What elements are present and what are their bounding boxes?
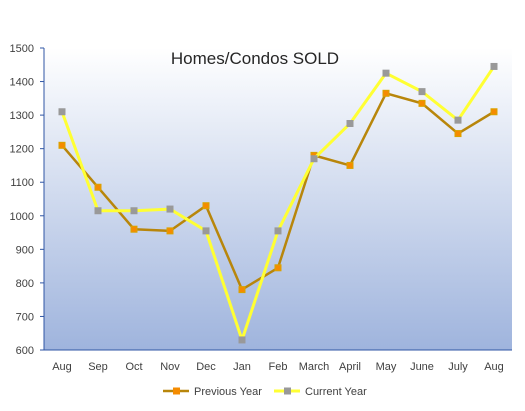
legend-marker-swatch [284,387,291,395]
x-tick-label: May [376,361,397,373]
series-layer [58,62,498,344]
data-point-marker [382,89,390,97]
data-point-marker [454,130,462,138]
y-tick-label: 600 [16,345,34,357]
plot-area-background [44,48,512,350]
data-point-marker [418,88,426,96]
x-tick-label: Feb [269,361,288,373]
data-point-marker [490,62,498,70]
data-point-marker [274,227,282,235]
data-point-marker [130,207,138,215]
legend-label: Previous Year [194,386,262,398]
x-tick-label: April [339,361,361,373]
series-previous-year [58,89,498,294]
data-point-marker [346,120,354,127]
data-point-marker [454,116,462,124]
x-tick-label: July [448,361,468,373]
y-tick-label: 1500 [10,43,34,55]
data-point-marker [418,99,426,107]
data-point-marker [238,286,246,294]
x-tick-label: Oct [125,361,142,373]
y-tick-label: 1000 [10,211,34,223]
x-tick-label: Sep [88,361,108,373]
y-tick-label: 1300 [10,110,34,122]
data-point-marker [202,202,210,210]
legend-label: Current Year [305,386,367,398]
y-tick-label: 1200 [10,144,34,156]
chart-title: Homes/Condos SOLD [171,49,339,68]
y-tick-label: 700 [16,311,34,323]
series-current-year [58,62,498,344]
y-tick-label: 900 [16,244,34,256]
data-point-marker [94,183,102,191]
data-point-marker [490,108,498,116]
x-tick-label: Aug [484,361,504,373]
legend-item: Previous Year [163,386,262,398]
data-point-marker [238,336,246,344]
x-tick-label: Dec [196,361,216,373]
data-point-marker [346,161,354,169]
legend-marker-swatch [173,387,180,395]
x-tick-label: Aug [52,361,72,373]
data-point-marker [94,207,102,215]
y-tick-label: 1400 [10,77,34,89]
x-tick-label: June [410,361,434,373]
data-point-marker [58,108,66,116]
data-point-marker [382,69,390,77]
data-point-marker [310,155,318,163]
legend-item: Current Year [274,386,367,398]
legend: Previous Year Current Year [163,386,367,398]
data-point-marker [202,227,210,235]
x-tick-label: Nov [160,361,180,373]
data-point-marker [166,227,174,235]
y-tick-label: 800 [16,278,34,290]
y-tick-label: 1100 [10,177,34,189]
data-point-marker [58,141,66,149]
y-axis: 600 700 800 900 1000 1100 1200 1300 1400 1500 [10,43,45,357]
data-point-marker [274,264,282,272]
data-point-marker [130,225,138,233]
data-point-marker [166,205,174,213]
x-tick-label: March [299,361,330,373]
x-tick-label: Jan [233,361,251,373]
x-axis: Aug Sep Oct Nov Dec Jan Feb March April May June Ju… [44,349,512,373]
